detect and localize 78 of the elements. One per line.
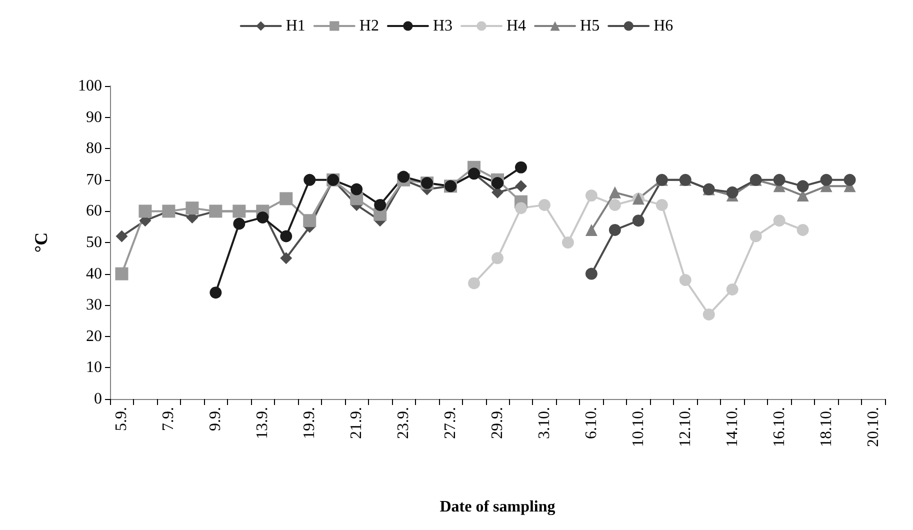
legend-label: H1 xyxy=(286,18,306,34)
point xyxy=(304,174,316,186)
legend-label: H2 xyxy=(359,18,379,34)
point xyxy=(138,204,152,218)
point xyxy=(492,177,504,190)
point xyxy=(608,198,621,211)
point xyxy=(374,198,386,211)
point xyxy=(585,224,598,236)
point xyxy=(773,174,786,186)
point xyxy=(844,174,856,186)
point xyxy=(514,180,527,192)
x-tick-label: 27.9. xyxy=(442,407,460,439)
y-tick-label: 10 xyxy=(86,359,102,376)
point xyxy=(562,236,574,248)
x-tick-label: 14.10. xyxy=(724,407,741,447)
point xyxy=(116,230,128,242)
y-tick-label: 40 xyxy=(86,265,102,282)
x-tick-label: 9.9. xyxy=(207,407,224,431)
y-tick-label: 0 xyxy=(94,390,102,408)
point xyxy=(750,230,762,242)
y-tick-label: 100 xyxy=(78,78,102,94)
y-tick-label: 30 xyxy=(86,296,102,314)
point xyxy=(773,214,786,227)
x-tick-label: 6.10. xyxy=(582,407,600,439)
y-tick-label: 60 xyxy=(86,202,102,220)
y-tick-label: 80 xyxy=(86,140,102,158)
point xyxy=(468,277,480,290)
point xyxy=(726,283,738,296)
x-tick-label: 3.10. xyxy=(536,407,553,439)
point xyxy=(280,252,292,264)
x-tick-label: 12.10. xyxy=(676,407,694,447)
legend-label: H4 xyxy=(506,18,526,34)
x-tick-label: 23.9. xyxy=(395,407,412,439)
point xyxy=(492,252,504,264)
point xyxy=(585,190,598,202)
point xyxy=(514,202,527,214)
point xyxy=(796,224,809,236)
legend-label: H5 xyxy=(580,18,600,34)
point xyxy=(398,170,410,183)
y-axis-title: °C xyxy=(31,232,51,253)
point xyxy=(679,274,692,286)
x-tick-label: 16.10. xyxy=(770,407,788,447)
point xyxy=(256,211,269,224)
point xyxy=(702,308,715,320)
point xyxy=(514,161,527,174)
x-tick-label: 18.10. xyxy=(818,407,835,447)
point xyxy=(608,224,621,236)
point xyxy=(820,174,832,186)
point xyxy=(280,230,292,242)
point xyxy=(796,180,809,192)
point xyxy=(350,183,363,196)
point xyxy=(280,192,293,206)
x-tick-label: 21.9. xyxy=(348,407,366,439)
point xyxy=(210,286,222,299)
point xyxy=(186,202,199,215)
legend-label: H6 xyxy=(654,18,674,34)
y-tick-label: 20 xyxy=(86,328,102,345)
y-tick-label: 90 xyxy=(86,108,102,126)
x-tick-label: 7.9. xyxy=(160,407,178,431)
point xyxy=(585,268,598,280)
point xyxy=(632,214,644,227)
point xyxy=(608,186,621,198)
point xyxy=(656,198,668,211)
x-tick-label: 5.9. xyxy=(113,407,130,431)
legend-label: H3 xyxy=(432,18,453,34)
x-tick-label: 20.10. xyxy=(864,407,882,447)
x-axis-title: Date of sampling xyxy=(440,498,556,516)
point xyxy=(726,186,738,198)
point xyxy=(538,198,550,211)
point xyxy=(115,267,128,280)
y-tick-label: 50 xyxy=(86,234,102,251)
y-tick-label: 70 xyxy=(86,171,102,188)
x-tick-label: 13.9. xyxy=(254,407,272,439)
point xyxy=(303,214,316,228)
x-tick-label: 29.9. xyxy=(489,407,506,439)
x-tick-label: 10.10. xyxy=(630,407,647,447)
point xyxy=(233,218,246,230)
x-tick-label: 19.9. xyxy=(301,407,318,439)
